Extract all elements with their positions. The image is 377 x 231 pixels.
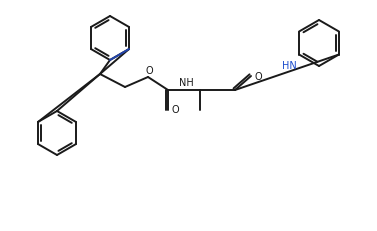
Text: NH: NH bbox=[179, 78, 193, 88]
Text: HN: HN bbox=[282, 61, 296, 71]
Text: O: O bbox=[171, 105, 179, 115]
Text: O: O bbox=[145, 66, 153, 76]
Text: O: O bbox=[254, 72, 262, 82]
